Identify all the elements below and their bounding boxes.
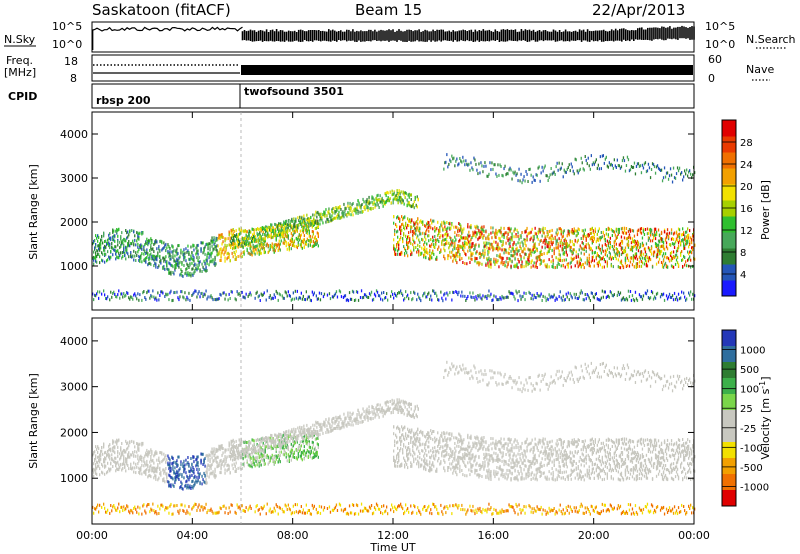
time-tick-1: 04:00 bbox=[176, 529, 208, 542]
power-cbar-tick-6: 28 bbox=[740, 138, 753, 149]
power-ytick-3: 4000 bbox=[60, 128, 88, 141]
cpid-label: CPID bbox=[8, 90, 37, 103]
nave-label: Nave bbox=[746, 63, 774, 76]
velocity-cbar-tick-2: 100 bbox=[740, 385, 759, 396]
time-axis-label: Time UT bbox=[369, 541, 415, 554]
velocity-cbar-tick-6: -500 bbox=[740, 463, 763, 474]
beam-label: Beam 15 bbox=[355, 1, 422, 19]
velocity-ytick-1: 2000 bbox=[60, 426, 88, 439]
velocity-cbar-tick-3: 25 bbox=[740, 404, 753, 415]
nave-block bbox=[241, 65, 693, 75]
nsearch-top-tick: 10^5 bbox=[705, 20, 735, 33]
nsky-label: N.Sky bbox=[4, 33, 36, 46]
power-cbar-tick-1: 8 bbox=[740, 248, 746, 259]
freq-top-tick: 18 bbox=[64, 55, 78, 68]
time-tick-4: 16:00 bbox=[477, 529, 509, 542]
station-title: Saskatoon (fitACF) bbox=[92, 1, 231, 19]
nave-bottom-tick: 0 bbox=[708, 72, 715, 85]
time-tick-5: 20:00 bbox=[578, 529, 610, 542]
velocity-cbar-tick-5: -100 bbox=[740, 443, 763, 454]
vel-cbar-label: Velocity [m s-1] bbox=[758, 376, 772, 459]
velocity-cbar-tick-0: 1000 bbox=[740, 346, 765, 357]
power-ytick-0: 1000 bbox=[60, 260, 88, 273]
power-colorbar: 4 8 12 16 20 24 28 bbox=[721, 119, 753, 297]
nsearch-bottom-tick: 10^0 bbox=[705, 38, 735, 51]
nsearch-trace-band bbox=[241, 25, 695, 42]
time-tick-2: 08:00 bbox=[277, 529, 309, 542]
cpid-rbsp: rbsp 200 bbox=[96, 94, 151, 107]
velocity-colorbar: 1000 500 100 25 -25 -100 -500 -1000 bbox=[721, 329, 769, 507]
nsky-trace-line bbox=[92, 26, 243, 50]
freq-panel bbox=[91, 54, 695, 82]
nsky-panel bbox=[91, 21, 695, 53]
freq-bottom-tick: 8 bbox=[70, 72, 77, 85]
cpid-panel bbox=[91, 83, 695, 109]
power-cbar-tick-4: 20 bbox=[740, 182, 753, 193]
velocity-cbar-tick-7: -1000 bbox=[740, 482, 769, 493]
time-tick-0: 00:00 bbox=[76, 529, 108, 542]
nsky-top-tick: 10^5 bbox=[52, 20, 82, 33]
freq-unit: [MHz] bbox=[4, 66, 36, 79]
cpid-twofsound: twofsound 3501 bbox=[244, 85, 344, 98]
power-ytick-1: 2000 bbox=[60, 216, 88, 229]
freq-label: Freq. bbox=[6, 54, 33, 67]
power-cbar-tick-2: 12 bbox=[740, 226, 753, 237]
power-cbar-tick-3: 16 bbox=[740, 204, 753, 215]
power-cbar-tick-5: 24 bbox=[740, 160, 753, 171]
date-label: 22/Apr/2013 bbox=[592, 1, 685, 19]
time-tick-6: 00:00 bbox=[678, 529, 710, 542]
velocity-ylabel: Slant Range [km] bbox=[27, 373, 40, 469]
velocity-cbar-tick-1: 500 bbox=[740, 365, 759, 376]
power-ytick-2: 3000 bbox=[60, 172, 88, 185]
time-tick-3: 12:00 bbox=[377, 529, 409, 542]
velocity-ytick-0: 1000 bbox=[60, 472, 88, 485]
velocity-ytick-3: 4000 bbox=[60, 335, 88, 348]
nsearch-label: N.Search bbox=[746, 33, 796, 46]
velocity-ytick-2: 3000 bbox=[60, 381, 88, 394]
nsky-bottom-tick: 10^0 bbox=[52, 38, 82, 51]
power-cbar-label: Power [dB] bbox=[759, 180, 772, 240]
power-ylabel: Slant Range [km] bbox=[27, 164, 40, 260]
velocity-panel: 1000 2000 3000 4000 00:00 04:00 08:00 12:00 16:… bbox=[60, 112, 710, 542]
nave-top-tick: 60 bbox=[708, 53, 722, 66]
power-panel: 1000 2000 3000 4000 bbox=[60, 111, 696, 311]
velocity-cbar-tick-4: -25 bbox=[740, 424, 756, 435]
power-cbar-tick-0: 4 bbox=[740, 270, 746, 281]
